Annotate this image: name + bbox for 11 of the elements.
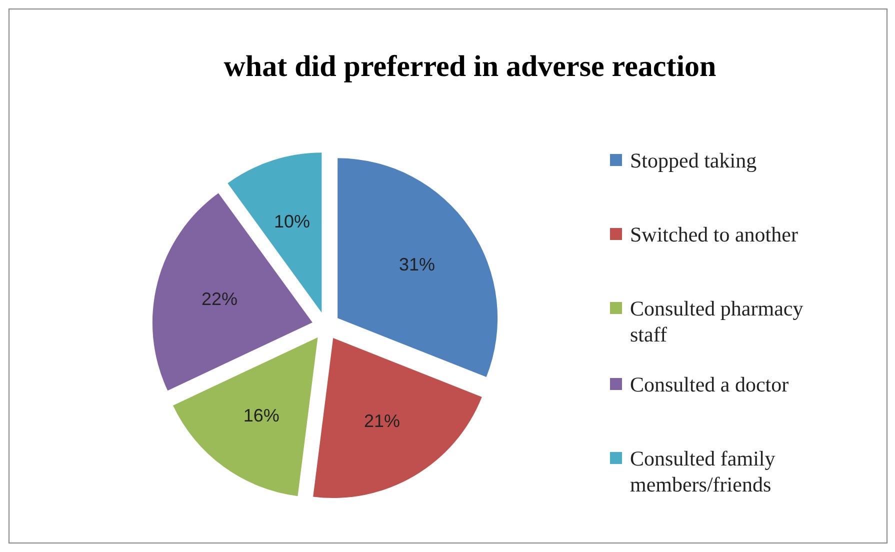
legend-label: Consulted family members/friends: [630, 446, 776, 497]
legend-label: Consulted a doctor: [630, 372, 789, 396]
data-label: 31%: [398, 254, 435, 274]
data-label: 21%: [364, 410, 400, 431]
legend-label: Switched to another: [630, 222, 798, 246]
legend-label: Consulted pharmacy staff: [630, 296, 804, 347]
legend-label: Stopped taking: [630, 148, 758, 172]
data-label: 10%: [274, 212, 310, 232]
data-label: 22%: [201, 288, 238, 309]
data-label: 16%: [243, 405, 280, 426]
chart-title: what did preferred in adverse reaction: [224, 50, 717, 83]
